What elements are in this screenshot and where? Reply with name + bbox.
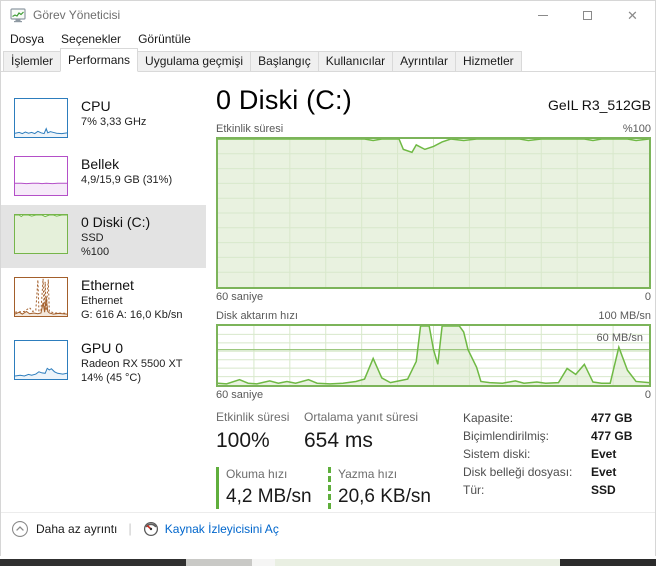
title-bar: Görev Yöneticisi ✕ [1, 1, 655, 29]
sidebar-item-detail: 14% (45 °C) [81, 372, 142, 384]
tab-uygulama-gecmisi[interactable]: Uygulama geçmişi [137, 51, 252, 71]
window-title: Görev Yöneticisi [33, 8, 121, 22]
tab-performans[interactable]: Performans [60, 48, 139, 72]
kv-label-system-disk: Sistem diski: [463, 447, 531, 461]
footer-bar: Daha az ayrıntı | Kaynak İzleyicisini Aç [1, 512, 655, 544]
sidebar-item-cpu[interactable]: CPU 7% 3,33 GHz [1, 89, 206, 147]
disk-detail-panel: 0 Diski (C:) GeIL R3_512GB Etkinlik süre… [206, 72, 655, 522]
kv-label-page-file: Disk belleği dosyası: [463, 465, 573, 479]
disk-activity-chart [216, 137, 651, 289]
cpu-mini-chart [14, 98, 68, 138]
open-resource-monitor-link[interactable]: Kaynak İzleyicisini Aç [143, 521, 279, 537]
transfer-x-left-label: 60 saniye [216, 389, 264, 401]
stat-active-time: Etkinlik süresi 100% [216, 410, 290, 452]
sidebar-item-title: CPU [81, 98, 111, 114]
performance-sidebar: CPU 7% 3,33 GHz Bellek 4,9/15,9 GB (31%)… [1, 72, 206, 522]
disk-transfer-chart: 60 MB/sn [216, 324, 651, 387]
kv-value-type: SSD [591, 483, 616, 497]
sidebar-item-disk[interactable]: 0 Diski (C:) SSD %100 [1, 205, 206, 268]
close-icon: ✕ [627, 7, 638, 23]
menu-bar: Dosya Seçenekler Görüntüle [1, 29, 655, 49]
sidebar-item-detail: 7% 3,33 GHz [81, 116, 147, 128]
stat-write-speed: Yazma hızı 20,6 KB/sn [328, 467, 451, 509]
minimize-button[interactable] [520, 1, 565, 29]
menu-dosya[interactable]: Dosya [10, 32, 45, 46]
minimize-icon [537, 14, 548, 16]
tab-strip: İşlemler Performans Uygulama geçmişi Baş… [1, 48, 655, 72]
transfer-chart-max-label: 100 MB/sn [598, 310, 651, 322]
sidebar-item-ethernet[interactable]: Ethernet Ethernet G: 616 A: 16,0 Kb/sn [1, 268, 206, 331]
tab-baslangic[interactable]: Başlangıç [250, 51, 319, 71]
tab-kullanicilar[interactable]: Kullanıcılar [317, 51, 394, 71]
memory-mini-chart [14, 156, 68, 196]
background-strip [0, 559, 656, 566]
ethernet-mini-chart [14, 277, 68, 317]
fewer-details-button[interactable]: Daha az ayrıntı [11, 520, 117, 538]
gpu-mini-chart [14, 340, 68, 380]
disk-stats-block: Etkinlik süresi 100% Ortalama yanıt süre… [216, 410, 451, 509]
kv-label-capacity: Kapasite: [463, 411, 514, 425]
transfer-x-right-label: 0 [644, 389, 651, 401]
stat-read-speed: Okuma hızı 4,2 MB/sn [216, 467, 328, 509]
tab-ayrintilar[interactable]: Ayrıntılar [392, 51, 456, 71]
device-name: GeIL R3_512GB [548, 97, 651, 113]
disk-properties-block: Kapasite: 477 GB Biçimlendirilmiş: 477 G… [463, 411, 632, 509]
sidebar-item-detail: 4,9/15,9 GB (31%) [81, 174, 173, 186]
chevron-up-circle-icon [11, 520, 29, 537]
kv-value-system-disk: Evet [591, 447, 617, 461]
sidebar-item-detail: %100 [81, 246, 110, 258]
sidebar-item-gpu[interactable]: GPU 0 Radeon RX 5500 XT 14% (45 °C) [1, 331, 206, 394]
resource-monitor-icon [143, 521, 158, 536]
activity-x-left-label: 60 saniye [216, 291, 264, 303]
kv-value-page-file: Evet [591, 465, 617, 479]
kv-value-capacity: 477 GB [591, 411, 633, 425]
transfer-inner-scale-label: 60 MB/sn [596, 332, 643, 344]
close-button[interactable]: ✕ [610, 1, 655, 29]
sidebar-item-title: Bellek [81, 156, 120, 172]
page-title: 0 Diski (C:) [216, 85, 352, 115]
task-manager-app-icon [10, 8, 26, 23]
sidebar-item-detail: G: 616 A: 16,0 Kb/sn [81, 309, 183, 321]
sidebar-item-memory[interactable]: Bellek 4,9/15,9 GB (31%) [1, 147, 206, 205]
footer-separator: | [128, 521, 132, 536]
disk-mini-chart [14, 214, 68, 254]
sidebar-item-title: 0 Diski (C:) [81, 214, 151, 230]
stat-avg-response-time: Ortalama yanıt süresi 654 ms [304, 410, 419, 452]
sidebar-item-title: GPU 0 [81, 340, 124, 356]
sidebar-item-detail: SSD [81, 232, 104, 244]
sidebar-item-detail: Radeon RX 5500 XT [81, 358, 183, 370]
menu-secenekler[interactable]: Seçenekler [61, 32, 122, 46]
menu-goruntule[interactable]: Görüntüle [138, 32, 191, 46]
activity-chart-max-label: %100 [622, 123, 651, 135]
activity-chart-label: Etkinlik süresi [216, 123, 284, 135]
tab-islemler[interactable]: İşlemler [3, 51, 62, 71]
kv-label-type: Tür: [463, 483, 485, 497]
tab-hizmetler[interactable]: Hizmetler [454, 51, 522, 71]
kv-label-formatted: Biçimlendirilmiş: [463, 429, 550, 443]
maximize-button[interactable] [565, 1, 610, 29]
sidebar-item-title: Ethernet [81, 277, 134, 293]
maximize-icon [583, 10, 592, 20]
activity-x-right-label: 0 [644, 291, 651, 303]
transfer-chart-label: Disk aktarım hızı [216, 310, 298, 322]
sidebar-item-detail: Ethernet [81, 295, 123, 307]
kv-value-formatted: 477 GB [591, 429, 633, 443]
